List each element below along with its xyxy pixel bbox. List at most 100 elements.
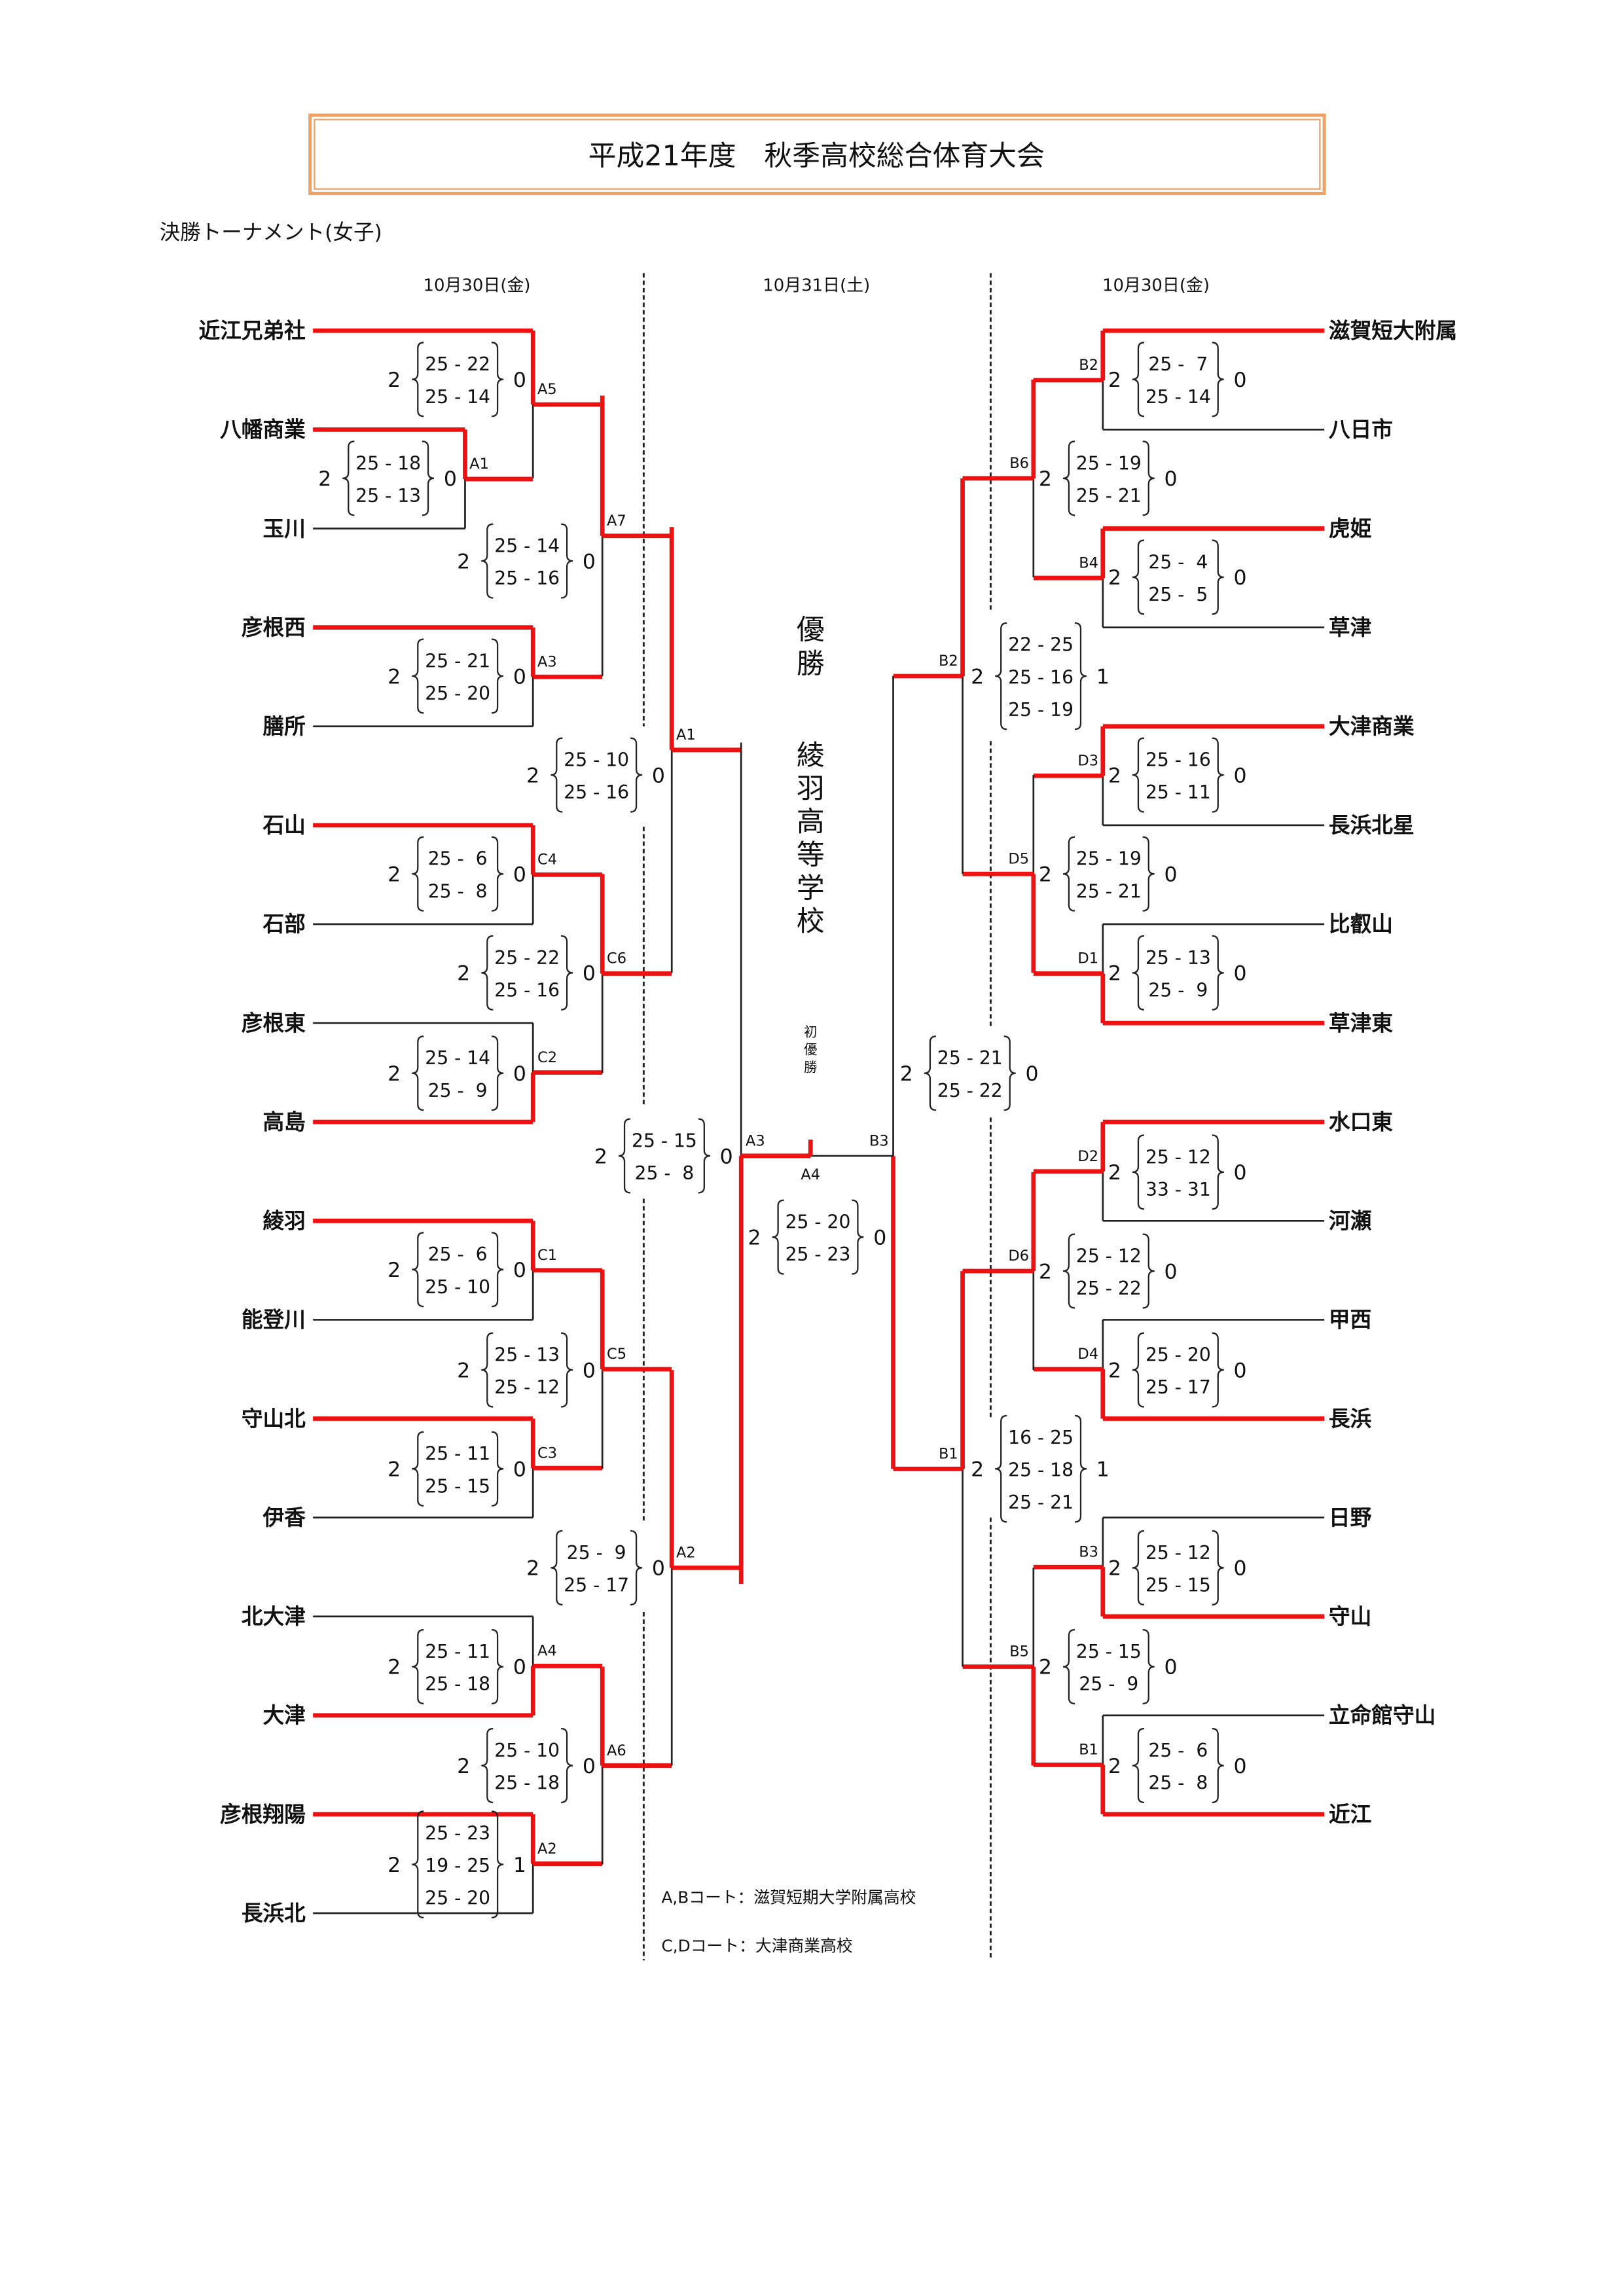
set-score: 25 - 19 bbox=[1076, 452, 1142, 474]
sets-lost: 0 bbox=[1234, 962, 1247, 986]
sets-won: 2 bbox=[1108, 1755, 1121, 1778]
team-name: 石部 bbox=[263, 912, 306, 937]
right-brace-icon bbox=[1212, 539, 1224, 615]
team-name: 膳所 bbox=[263, 714, 306, 739]
left-brace-icon bbox=[772, 1199, 784, 1275]
sets-won: 2 bbox=[1108, 1557, 1121, 1581]
team-name: 守山北 bbox=[242, 1407, 306, 1431]
match-label: D5 bbox=[1008, 850, 1029, 867]
left-brace-icon bbox=[1062, 1233, 1075, 1309]
set-score: 25 - 22 bbox=[1076, 1278, 1142, 1299]
right-brace-icon bbox=[1003, 1035, 1016, 1111]
set-score: 25 - 16 bbox=[1146, 749, 1211, 771]
set-score: 25 - 23 bbox=[785, 1244, 851, 1265]
set-score: 25 - 18 bbox=[1008, 1460, 1074, 1481]
sets-lost: 0 bbox=[583, 550, 596, 573]
match-label: A1 bbox=[676, 726, 696, 744]
team-name: 守山 bbox=[1329, 1604, 1371, 1629]
right-brace-icon bbox=[630, 737, 643, 813]
set-score: 25 - 14 bbox=[494, 535, 560, 557]
match-label: D1 bbox=[1077, 950, 1098, 967]
set-score: 25 - 14 bbox=[425, 386, 490, 408]
right-brace-icon bbox=[492, 1628, 504, 1704]
day-dividers bbox=[642, 273, 992, 1961]
court-note-ab: A,Bコート：滋賀短期大学附属高校 bbox=[661, 1888, 916, 1907]
set-score: 25 - 18 bbox=[355, 452, 421, 474]
sets-lost: 0 bbox=[1234, 1755, 1247, 1778]
set-score: 25 - 21 bbox=[937, 1047, 1003, 1069]
team-name: 玉川 bbox=[263, 516, 306, 541]
sets-won: 2 bbox=[1039, 467, 1052, 491]
left-brace-icon bbox=[481, 1728, 494, 1804]
set-score: 25 - 8 bbox=[1148, 1772, 1208, 1794]
left-brace-icon bbox=[412, 1628, 424, 1704]
set-score: 25 - 10 bbox=[425, 1276, 490, 1298]
set-score: 25 - 16 bbox=[564, 781, 629, 803]
set-score: 25 - 20 bbox=[425, 683, 490, 704]
match-label: C5 bbox=[607, 1346, 626, 1363]
set-score: 25 - 12 bbox=[1076, 1245, 1142, 1266]
right-brace-icon bbox=[492, 1035, 504, 1111]
set-score: 25 - 19 bbox=[1076, 848, 1142, 870]
left-brace-icon bbox=[412, 1810, 424, 1919]
left-brace-icon bbox=[1132, 539, 1145, 615]
set-score: 25 - 6 bbox=[428, 1244, 488, 1265]
sets-lost: 0 bbox=[1234, 566, 1247, 590]
team-name: 近江 bbox=[1329, 1802, 1371, 1827]
set-score: 25 - 13 bbox=[355, 485, 421, 507]
left-brace-icon bbox=[412, 1232, 424, 1308]
sets-won: 2 bbox=[900, 1062, 913, 1086]
left-brace-icon bbox=[1132, 737, 1145, 813]
sets-won: 2 bbox=[318, 467, 331, 491]
champion-school: 学 bbox=[797, 872, 825, 905]
left-brace-icon bbox=[481, 1332, 494, 1408]
match-label: A3 bbox=[746, 1132, 765, 1149]
set-score: 25 - 14 bbox=[1146, 386, 1211, 408]
right-brace-icon bbox=[1212, 1530, 1224, 1605]
right-brace-icon bbox=[630, 1530, 643, 1605]
sets-won: 2 bbox=[1039, 1656, 1052, 1679]
sets-lost: 0 bbox=[513, 1656, 526, 1679]
set-score: 25 - 21 bbox=[425, 651, 490, 672]
match-label: C4 bbox=[537, 852, 557, 869]
left-brace-icon bbox=[1062, 836, 1075, 912]
sets-lost: 1 bbox=[513, 1854, 526, 1877]
set-score: 25 - 7 bbox=[1148, 353, 1208, 375]
match-label: A5 bbox=[537, 381, 557, 398]
set-score: 25 - 22 bbox=[425, 353, 490, 375]
set-score: 25 - 16 bbox=[1008, 666, 1074, 688]
left-brace-icon bbox=[1062, 440, 1075, 516]
match-label: D6 bbox=[1008, 1247, 1029, 1265]
sets-lost: 0 bbox=[1234, 1161, 1247, 1185]
match-label: B4 bbox=[1079, 554, 1098, 571]
set-score: 25 - 16 bbox=[494, 567, 560, 589]
sets-won: 2 bbox=[1039, 1260, 1052, 1283]
champion-school: 高 bbox=[797, 806, 825, 838]
right-brace-icon bbox=[1212, 935, 1224, 1011]
match-label: A1 bbox=[469, 456, 489, 473]
sets-lost: 0 bbox=[1234, 764, 1247, 787]
right-brace-icon bbox=[492, 342, 504, 418]
match-label: D2 bbox=[1077, 1148, 1098, 1165]
left-brace-icon bbox=[412, 836, 424, 912]
right-brace-icon bbox=[492, 836, 504, 912]
set-score: 25 - 15 bbox=[425, 1475, 490, 1497]
team-name: 八日市 bbox=[1329, 418, 1393, 442]
set-score: 25 - 4 bbox=[1148, 551, 1208, 573]
set-score: 25 - 11 bbox=[425, 1641, 490, 1662]
team-name: 八幡商業 bbox=[220, 418, 306, 442]
sets-lost: 0 bbox=[513, 1458, 526, 1482]
sets-won: 2 bbox=[1108, 1359, 1121, 1382]
sets-lost: 0 bbox=[1234, 1359, 1247, 1382]
set-score: 25 - 9 bbox=[1148, 979, 1208, 1001]
match-label: A7 bbox=[607, 512, 626, 529]
left-brace-icon bbox=[618, 1118, 631, 1194]
match-label: D4 bbox=[1077, 1346, 1098, 1363]
sets-won: 2 bbox=[1039, 863, 1052, 887]
set-score: 25 - 22 bbox=[494, 947, 560, 969]
set-score: 25 - 6 bbox=[428, 848, 488, 870]
match-label: A4 bbox=[537, 1643, 557, 1660]
left-brace-icon bbox=[1132, 1134, 1145, 1210]
left-brace-icon bbox=[342, 440, 355, 516]
